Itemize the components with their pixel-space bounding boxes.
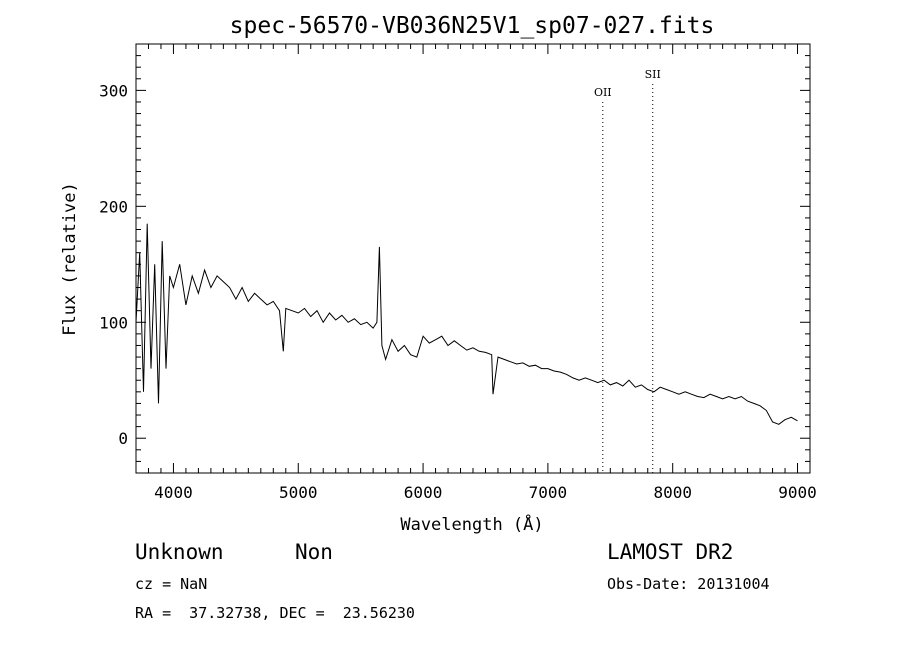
- emission-line-markers: OII SII: [594, 68, 661, 473]
- x-tick-label: 5000: [279, 483, 318, 502]
- coords-text: RA = 37.32738, DEC = 23.56230: [135, 604, 415, 622]
- minor-ticks: [135, 43, 811, 473]
- y-tick-labels: 0 100 200 300: [99, 81, 128, 448]
- survey-label: LAMOST DR2: [607, 540, 734, 564]
- obs-date-text: Obs-Date: 20131004: [607, 575, 770, 593]
- x-tick-label: 8000: [653, 483, 692, 502]
- x-tick-label: 9000: [778, 483, 817, 502]
- emission-line-label: OII: [594, 86, 612, 99]
- x-axis-label: Wavelength (Å): [400, 513, 543, 535]
- x-tick-label: 6000: [404, 483, 443, 502]
- x-tick-label: 7000: [529, 483, 568, 502]
- spectrum-series-line: [135, 223, 798, 425]
- y-tick-label: 100: [99, 313, 128, 332]
- y-tick-label: 200: [99, 197, 128, 216]
- y-tick-label: 300: [99, 81, 128, 100]
- subclass-label: Non: [295, 540, 333, 564]
- emission-line-label: SII: [645, 68, 661, 81]
- y-tick-label: 0: [118, 429, 128, 448]
- x-tick-labels: 4000 5000 6000 7000 8000 9000: [154, 483, 817, 502]
- cz-text: cz = NaN: [135, 575, 208, 593]
- x-tick-label: 4000: [154, 483, 193, 502]
- class-label: Unknown: [135, 540, 224, 564]
- chart-title: spec-56570-VB036N25V1_sp07-027.fits: [230, 13, 715, 39]
- y-axis-label: Flux (relative): [60, 182, 80, 336]
- major-ticks: [136, 44, 810, 473]
- plot-frame: [135, 43, 811, 474]
- spectrum-chart: spec-56570-VB036N25V1_sp07-027.fits 4000…: [60, 13, 817, 535]
